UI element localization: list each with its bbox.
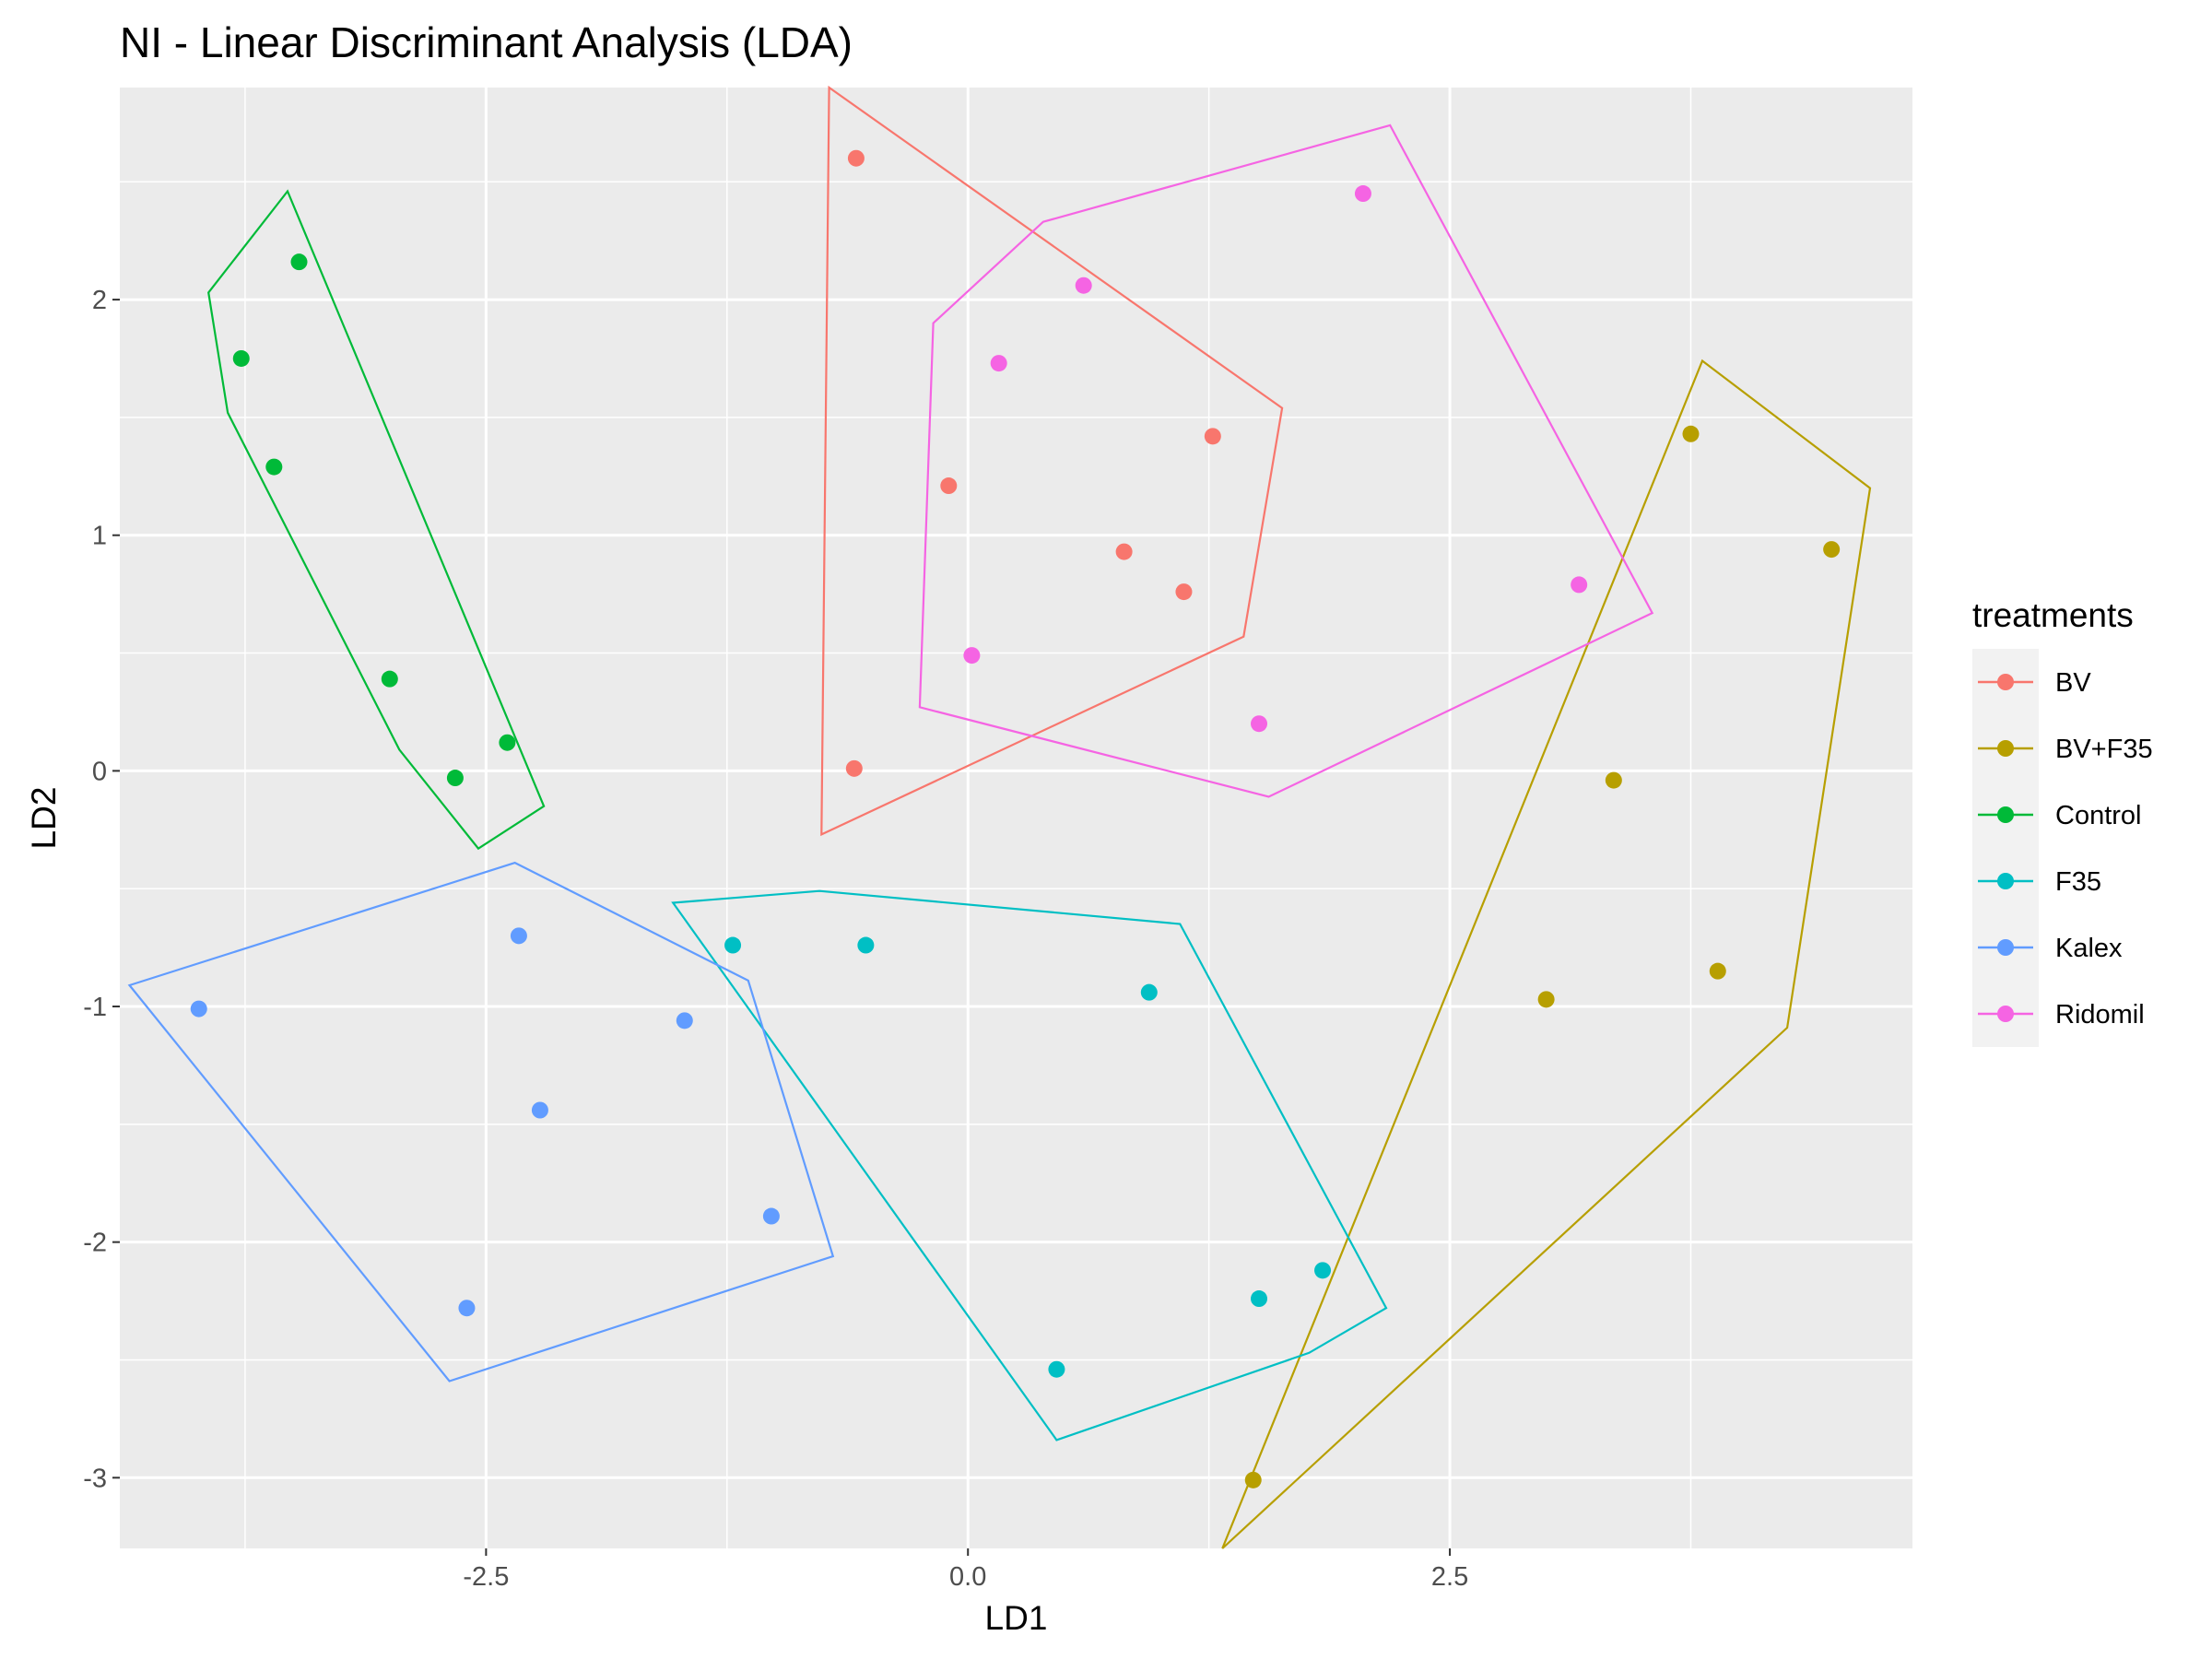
point-control	[232, 349, 250, 367]
point-ridomil	[1075, 276, 1092, 294]
point-bv-f35	[1244, 1471, 1262, 1488]
point-control	[446, 770, 464, 787]
legend-key-point-kalex	[1997, 939, 2014, 956]
convex-hulls	[127, 85, 1872, 1549]
point-bv	[1204, 428, 1221, 445]
point-bv-f35	[1537, 991, 1555, 1008]
point-f35	[724, 936, 742, 954]
point-control	[265, 458, 283, 476]
point-bv-f35	[1682, 425, 1700, 442]
point-ridomil	[1354, 185, 1371, 203]
legend-key-point-ridomil	[1997, 1006, 2014, 1022]
x-tick-label: -2.5	[463, 1562, 509, 1592]
y-axis-title: LD2	[25, 787, 63, 850]
y-tick-label: -2	[83, 1229, 107, 1258]
legend-key-point-bv-f35	[1997, 740, 2014, 757]
point-ridomil	[1571, 576, 1588, 594]
y-tick-label: 2	[92, 286, 107, 315]
legend-items: BV BV+F35 Control F35 Kalex Ridomil	[1978, 668, 2153, 1030]
legend-key-point-bv	[1997, 674, 2014, 690]
data-points	[190, 149, 1841, 1488]
chart-title: NI - Linear Discriminant Analysis (LDA)	[120, 18, 853, 66]
point-f35	[857, 936, 875, 954]
x-axis-title: LD1	[985, 1599, 1048, 1637]
hull-f35	[671, 889, 1388, 1441]
hull-bv	[820, 85, 1284, 837]
hull-kalex	[127, 861, 835, 1382]
point-kalex	[458, 1300, 476, 1317]
y-tick-label: 1	[92, 522, 107, 551]
point-ridomil	[963, 647, 981, 665]
point-control	[499, 734, 516, 751]
point-bv	[845, 759, 863, 777]
legend-label-bv-f35: BV+F35	[2055, 735, 2153, 764]
y-tick-label: -1	[83, 993, 107, 1022]
y-axis: -3 -2 -1 0 1 2	[83, 286, 120, 1493]
x-tick-label: 2.5	[1431, 1562, 1468, 1592]
point-bv-f35	[1709, 962, 1726, 980]
legend-key-point-f35	[1997, 873, 2014, 889]
point-f35	[1251, 1290, 1268, 1308]
point-ridomil	[1251, 715, 1268, 733]
y-tick-label: 0	[92, 757, 107, 786]
minor-gridlines	[120, 88, 1912, 1548]
point-kalex	[676, 1012, 693, 1030]
point-bv	[847, 149, 865, 167]
legend-label-kalex: Kalex	[2055, 934, 2123, 963]
point-kalex	[510, 927, 527, 945]
legend-label-f35: F35	[2055, 867, 2101, 897]
point-control	[290, 253, 308, 271]
x-tick-label: 0.0	[949, 1562, 986, 1592]
point-bv	[1115, 543, 1133, 560]
point-kalex	[762, 1207, 780, 1225]
legend-label-control: Control	[2055, 801, 2142, 830]
point-f35	[1314, 1262, 1332, 1279]
legend-label-ridomil: Ridomil	[2055, 1000, 2145, 1030]
hull-control	[207, 189, 546, 851]
point-bv-f35	[1605, 771, 1622, 789]
plot-panel	[120, 88, 1912, 1548]
legend-title: treatments	[1972, 596, 2134, 634]
point-kalex	[190, 1000, 207, 1018]
point-ridomil	[990, 355, 1007, 372]
point-control	[381, 670, 398, 688]
point-bv	[940, 477, 958, 495]
hull-bv-f35	[1221, 359, 1872, 1549]
legend-key-background	[1972, 649, 2039, 1047]
hull-ridomil	[918, 124, 1654, 798]
point-f35	[1140, 983, 1158, 1001]
legend-label-bv: BV	[2055, 668, 2091, 698]
y-tick-label: -3	[83, 1464, 107, 1493]
major-gridlines	[120, 88, 1912, 1548]
point-f35	[1048, 1360, 1065, 1378]
point-bv-f35	[1823, 541, 1841, 559]
legend-key-point-control	[1997, 806, 2014, 823]
point-bv	[1175, 583, 1193, 601]
legend: treatments BV BV+F35 Control F35 Kalex Ridomi…	[1972, 596, 2153, 1047]
x-axis: -2.5 0.0 2.5	[463, 1548, 1468, 1592]
point-kalex	[531, 1101, 548, 1119]
